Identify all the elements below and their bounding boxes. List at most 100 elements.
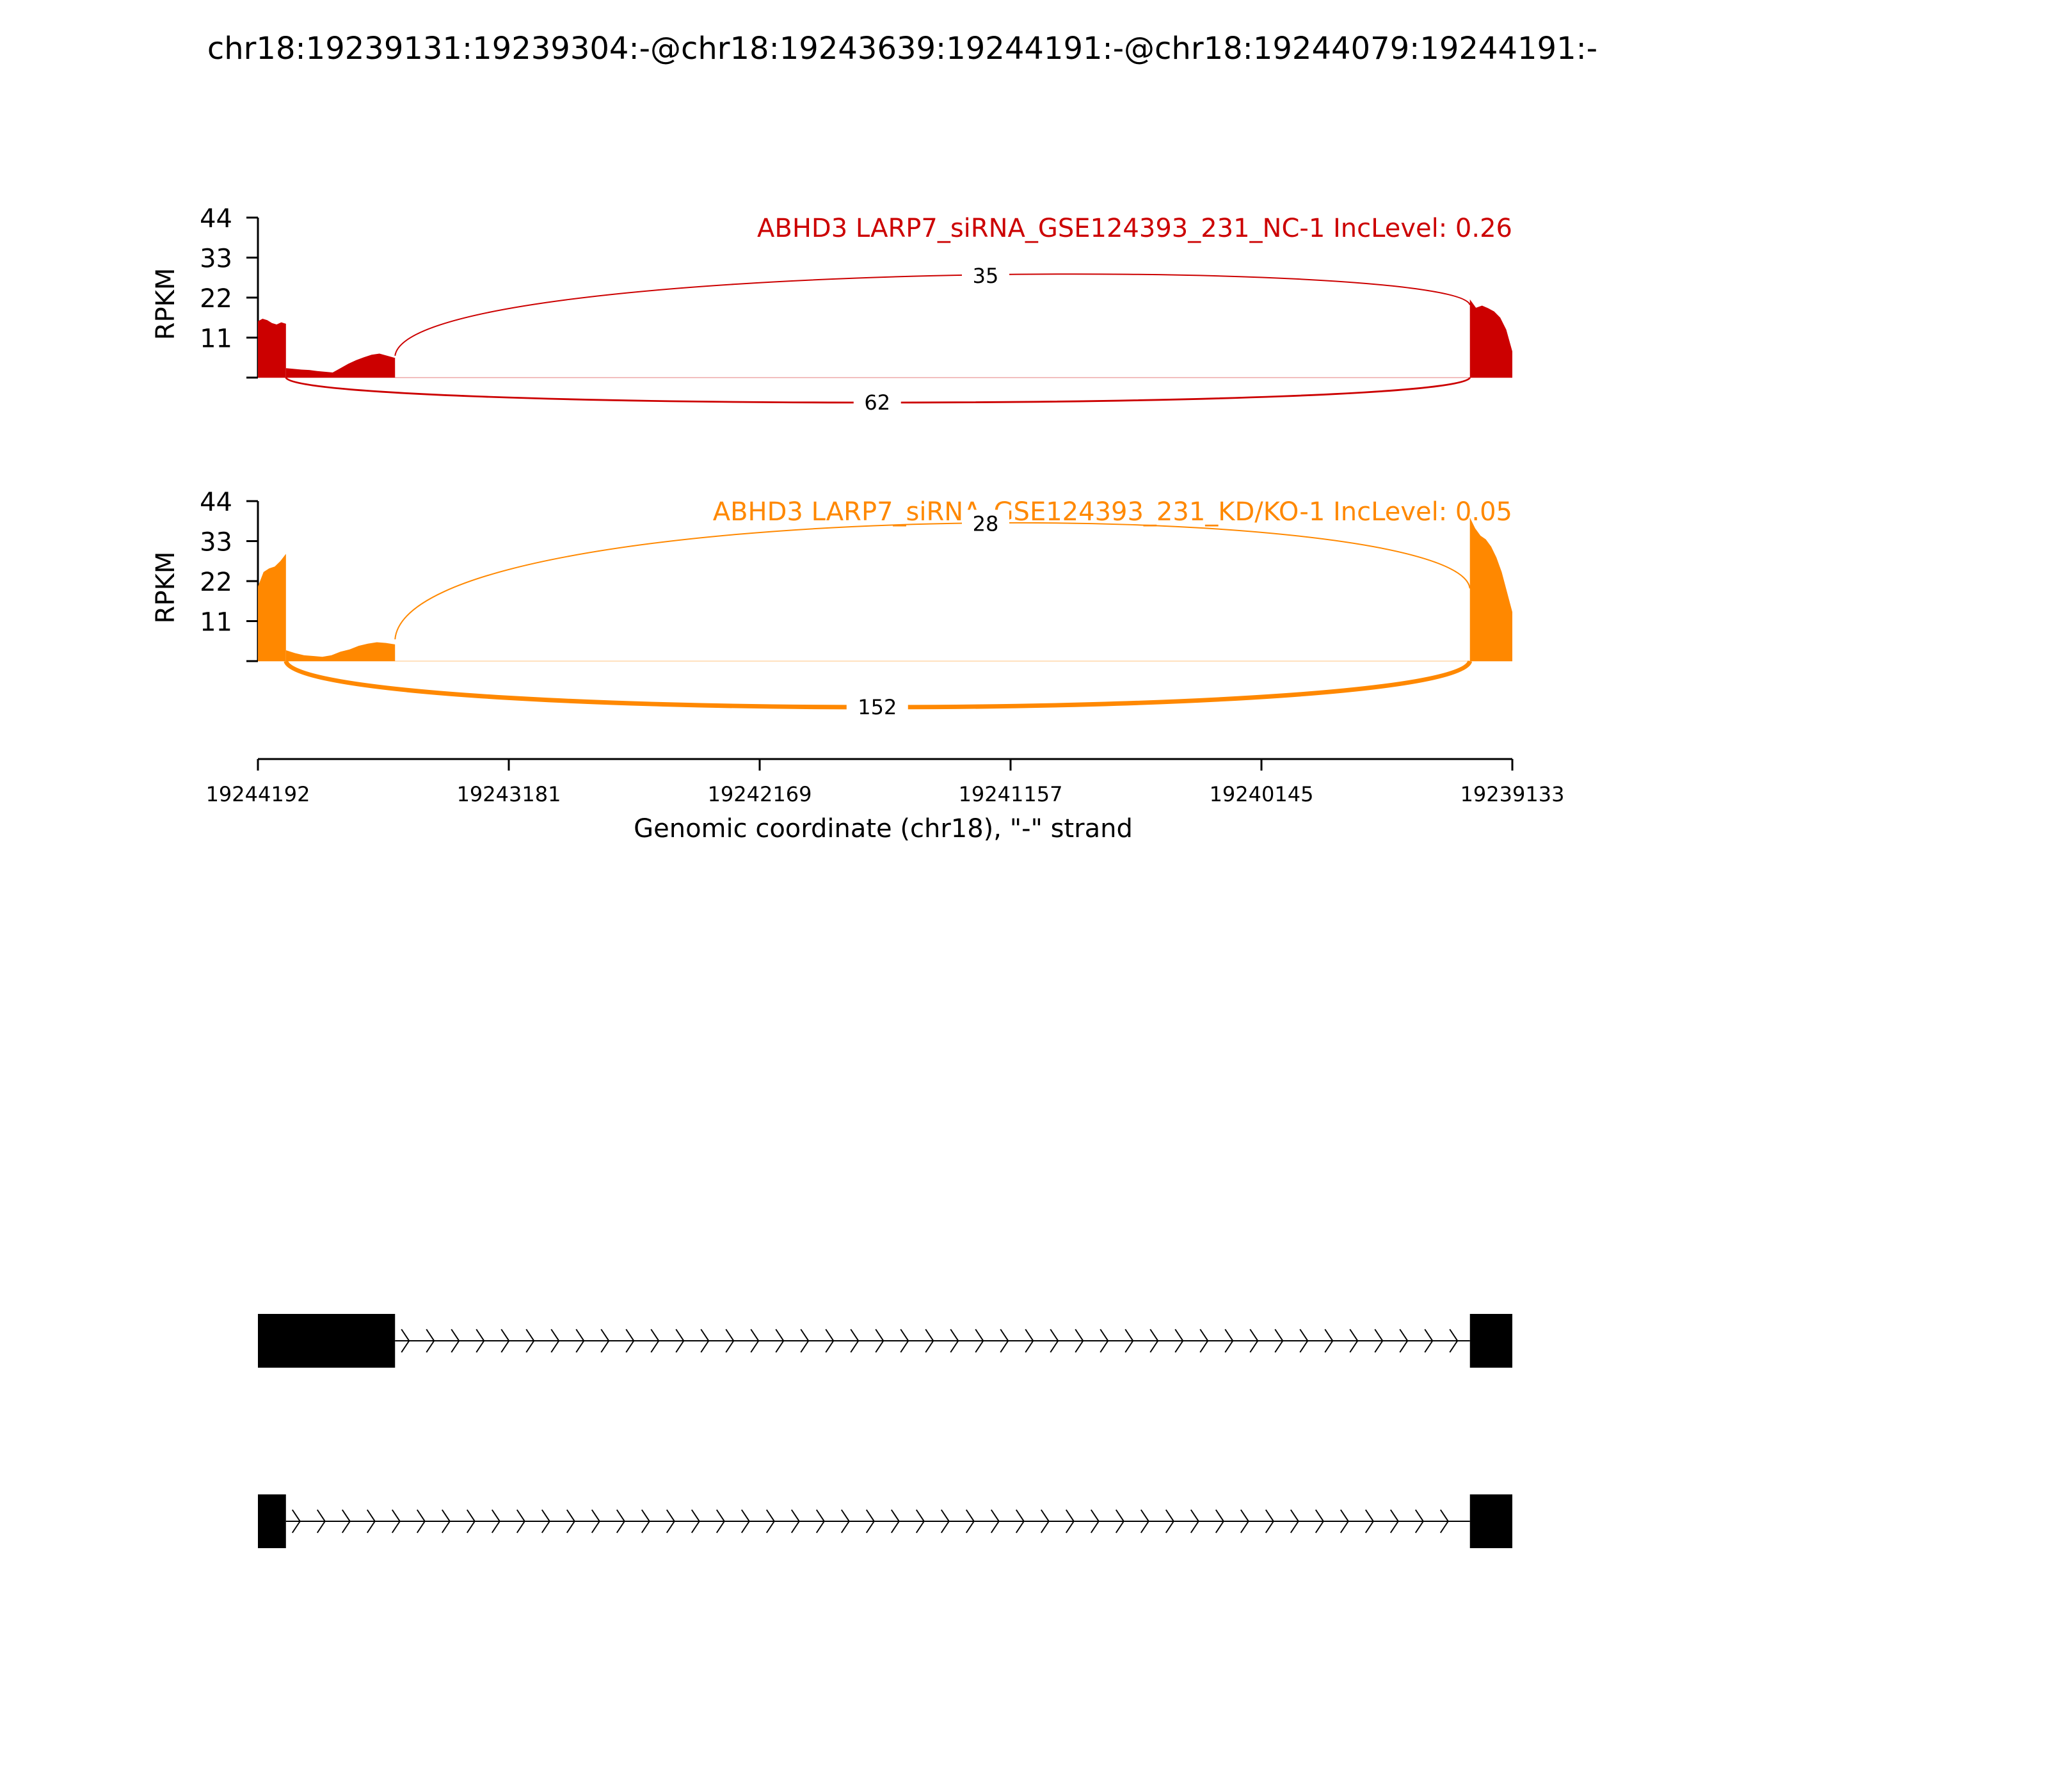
y-axis-label: RPKM	[151, 268, 180, 340]
strand-chevron	[1249, 1329, 1259, 1353]
strand-chevron	[416, 1509, 426, 1533]
strand-chevron	[525, 1329, 535, 1353]
strand-chevron	[940, 1509, 950, 1533]
y-tick-label: 33	[200, 528, 232, 557]
isoform-1	[258, 1314, 1512, 1368]
junction-arc	[394, 273, 1471, 356]
strand-chevron	[316, 1509, 326, 1533]
junction-label-bg	[846, 693, 908, 721]
junction-label-bg	[961, 509, 1009, 538]
sample-label: ABHD3 LARP7_siRNA_GSE124393_231_KD/KO-1 …	[713, 497, 1512, 527]
junction-count-label: 28	[973, 512, 999, 536]
strand-chevron	[401, 1329, 410, 1353]
strand-chevron	[716, 1509, 725, 1533]
strand-chevron	[1414, 1509, 1424, 1533]
strand-chevron	[990, 1509, 1000, 1533]
strand-chevron	[925, 1329, 934, 1353]
strand-chevron	[516, 1509, 525, 1533]
strand-chevron	[740, 1509, 750, 1533]
x-axis: 19244192 19243181 19242169 19241157 19240145…	[206, 758, 1565, 806]
strand-chevron	[1340, 1509, 1349, 1533]
strand-chevron	[1065, 1509, 1075, 1533]
strand-chevron	[790, 1509, 800, 1533]
x-tick-label: 19241157	[959, 782, 1063, 806]
coverage-area-3	[1469, 517, 1512, 661]
strand-chevron	[341, 1509, 351, 1533]
exon-block	[1469, 1314, 1512, 1368]
strand-chevron	[451, 1329, 460, 1353]
coverage-area-1	[258, 319, 286, 378]
junction-arc	[394, 522, 1471, 640]
strand-chevron	[476, 1329, 485, 1353]
y-axis-label: RPKM	[151, 552, 180, 624]
strand-chevron	[625, 1329, 635, 1353]
strand-chevron	[541, 1509, 550, 1533]
strand-chevron	[391, 1509, 401, 1533]
strand-chevron	[950, 1329, 959, 1353]
strand-chevron	[675, 1329, 685, 1353]
track-panel-2: 11 22 33 44 RPKM ABHD3 LARP7_siRNA_GSE124393_…	[151, 488, 1512, 721]
track-panel-1: 11 22 33 44 RPKM ABHD3 LARP7_siRNA_GSE124393_…	[151, 204, 1512, 417]
strand-chevron	[1115, 1509, 1124, 1533]
strand-chevron	[1100, 1329, 1109, 1353]
y-tick-label: 22	[200, 568, 232, 597]
strand-chevron	[750, 1329, 760, 1353]
strand-chevron	[1265, 1509, 1274, 1533]
strand-chevron	[1424, 1329, 1434, 1353]
strand-chevron	[865, 1509, 875, 1533]
strand-chevron	[700, 1329, 710, 1353]
y-tick-label: 44	[200, 488, 232, 517]
strand-chevron	[1315, 1509, 1324, 1533]
isoform-2	[258, 1494, 1512, 1548]
coverage-area-1	[258, 554, 286, 661]
strand-chevron	[1050, 1329, 1059, 1353]
strand-chevron	[1040, 1509, 1050, 1533]
strand-chevron	[550, 1329, 560, 1353]
strand-chevron	[1299, 1329, 1309, 1353]
x-tick-label: 19242169	[708, 782, 812, 806]
strand-chevron	[1140, 1509, 1149, 1533]
strand-chevron	[641, 1509, 650, 1533]
strand-chevron	[1374, 1329, 1384, 1353]
strand-chevron	[1364, 1509, 1374, 1533]
strand-chevron	[1000, 1329, 1009, 1353]
coverage-area-2	[285, 353, 396, 378]
strand-chevron	[800, 1329, 810, 1353]
strand-chevron	[1149, 1329, 1159, 1353]
junction-count-label: 35	[973, 264, 999, 288]
strand-chevron	[1215, 1509, 1224, 1533]
strand-chevron	[965, 1509, 975, 1533]
strand-chevron	[600, 1329, 610, 1353]
y-tick-label: 44	[200, 204, 232, 234]
junction-label-bg	[961, 261, 1009, 290]
strand-chevron	[1349, 1329, 1359, 1353]
strand-chevron	[616, 1509, 625, 1533]
strand-chevron	[1025, 1329, 1034, 1353]
strand-chevron	[1324, 1329, 1334, 1353]
strand-chevron	[491, 1509, 500, 1533]
junction-label-bg	[853, 388, 901, 417]
strand-chevron	[1015, 1509, 1025, 1533]
strand-chevron	[691, 1509, 700, 1533]
x-tick-label: 19240145	[1210, 782, 1314, 806]
strand-chevron	[500, 1329, 510, 1353]
x-tick-label: 19243181	[457, 782, 561, 806]
strand-chevron	[591, 1509, 600, 1533]
strand-chevron	[291, 1509, 301, 1533]
junction-count-label: 152	[858, 695, 897, 719]
x-tick-label: 19239133	[1460, 782, 1565, 806]
strand-chevron	[890, 1509, 900, 1533]
y-tick-label: 33	[200, 244, 232, 274]
chart-title: chr18:19239131:19239304:-@chr18:19243639…	[207, 31, 1597, 67]
strand-chevron	[1399, 1329, 1409, 1353]
strand-chevron	[1389, 1509, 1399, 1533]
strand-chevron	[915, 1509, 925, 1533]
exon-block	[1469, 1494, 1512, 1548]
strand-chevron	[1274, 1329, 1284, 1353]
strand-chevron	[1240, 1509, 1249, 1533]
strand-chevron	[575, 1329, 585, 1353]
strand-chevron	[825, 1329, 835, 1353]
y-tick-label: 22	[200, 284, 232, 314]
strand-chevron	[441, 1509, 451, 1533]
